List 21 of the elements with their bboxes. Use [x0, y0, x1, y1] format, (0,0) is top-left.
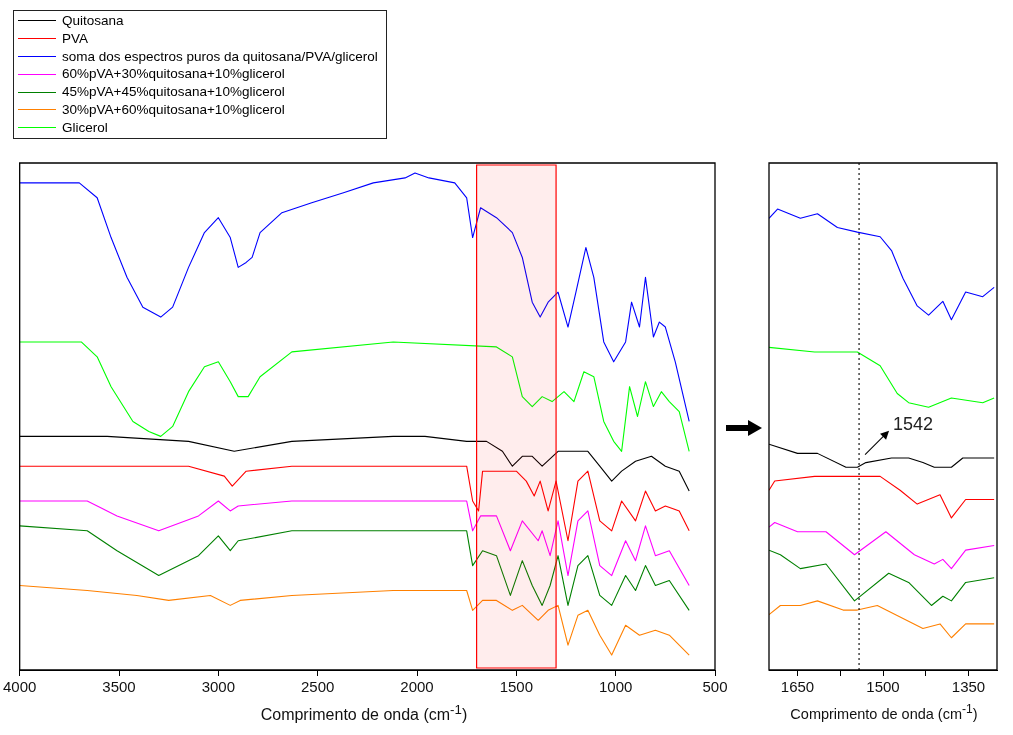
x-tick-label: 3000 [201, 678, 236, 696]
legend-label: 30%pVA+60%quitosana+10%glicerol [62, 101, 285, 119]
x-tick-label: 4000 [3, 678, 37, 696]
x-axis-title: Comprimento de onda (cm$^{-1}$) [789, 702, 979, 722]
legend-label: PVA [62, 29, 89, 48]
x-tick-label: 2000 [400, 678, 434, 696]
x-axis-title: Comprimento de onda (cm$^{-1}$) [259, 702, 469, 725]
x-tick-label: 2500 [300, 678, 335, 696]
legend-label: soma dos espectros puros da quitosana/PVA/glicerol [62, 47, 378, 66]
x-tick-label: 1000 [598, 678, 633, 696]
legend-label: 45%pVA+45%quitosana+10%glicerol [62, 83, 285, 101]
ref-line-label: 1542 [893, 413, 934, 434]
x-tick-label: 3500 [102, 678, 136, 696]
x-tick-label: 1650 [780, 678, 815, 696]
x-tick-label: 1500 [499, 678, 534, 696]
x-tick-label: 1500 [866, 678, 900, 696]
x-tick-label: 500 [702, 678, 728, 696]
legend-label: 60%pVA+30%quitosana+10%glicerol [62, 65, 285, 84]
x-tick-label: 1350 [951, 678, 986, 696]
legend-label: Quitosana [62, 12, 124, 30]
legend-label: Glicerol [62, 118, 108, 137]
